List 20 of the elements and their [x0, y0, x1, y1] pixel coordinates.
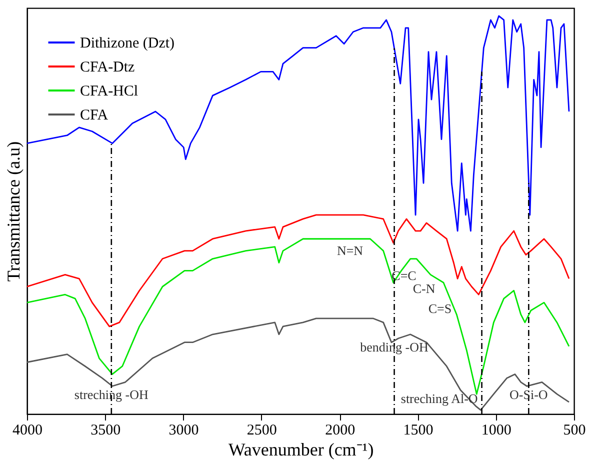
legend-label: CFA [80, 108, 108, 124]
legend-label: CFA-Dtz [80, 60, 136, 76]
x-tick-label: 4000 [12, 422, 42, 438]
annotation: N=N [336, 243, 364, 258]
annotation: bending -OH [360, 339, 428, 354]
x-axis-title: Wavenumber (cm⁻¹) [228, 440, 374, 460]
annotation: C=S [428, 301, 452, 316]
x-tick-label: 1500 [403, 422, 434, 438]
annotation: O-Si-O [510, 387, 548, 402]
x-tick-label: 2000 [325, 422, 356, 438]
y-axis-title: Transmittance (a.u) [4, 141, 24, 282]
annotation: streching -OH [74, 387, 148, 402]
x-tick-label: 500 [563, 422, 586, 438]
x-tick-label: 3500 [90, 422, 121, 438]
annotation: C-N [412, 281, 436, 296]
x-tick-label: 3000 [168, 422, 199, 438]
x-tick-label: 1000 [481, 422, 512, 438]
x-tick-label: 2500 [246, 422, 277, 438]
legend-label: Dithizone (Dzt) [80, 36, 175, 52]
legend-label: CFA-HCl [80, 84, 138, 100]
